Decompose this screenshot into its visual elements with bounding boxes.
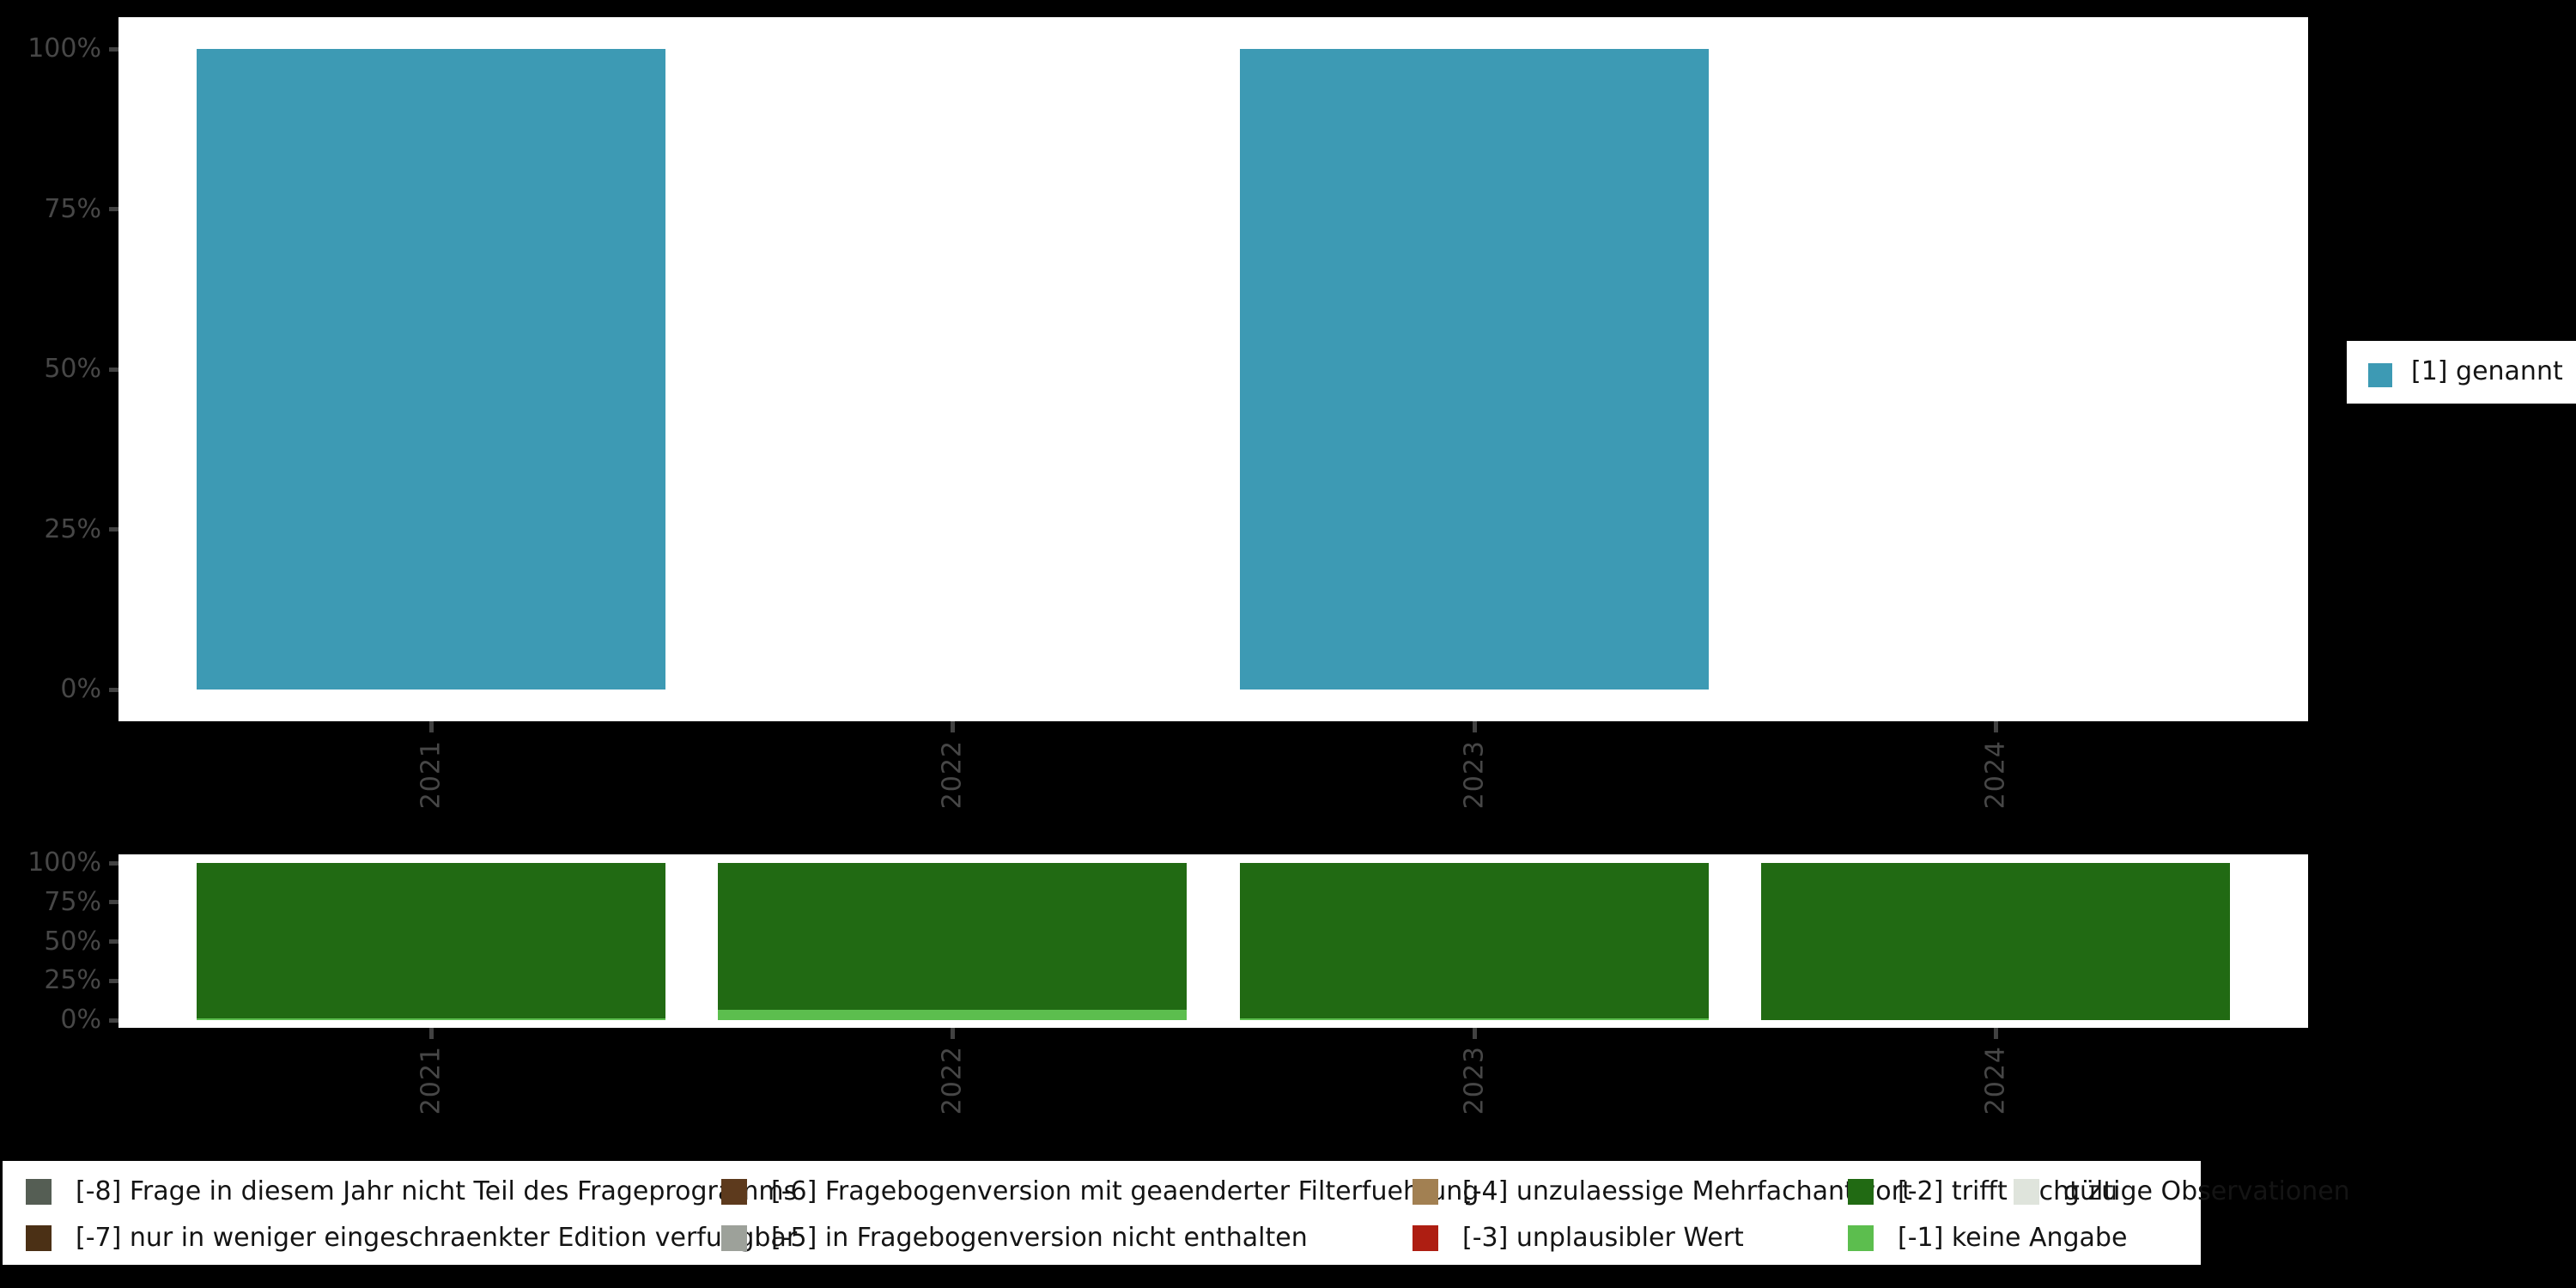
legend-key-icon [26, 1225, 52, 1251]
y-axis-label: 25% [44, 513, 101, 544]
bar-2021-segment [197, 1018, 665, 1020]
legend-item-label: [-4] unzulaessige Mehrfachantwort [1462, 1176, 1912, 1206]
legend-item-label: [-5] in Fragebogenversion nicht enthalte… [771, 1223, 1308, 1253]
y-axis-label: 100% [27, 33, 101, 64]
x-axis-tick [1472, 1028, 1477, 1039]
y-axis-label: 0% [60, 674, 101, 704]
x-axis-label-wrap: 2023 [1460, 1046, 1490, 1115]
legend-key-icon [26, 1179, 52, 1205]
x-axis-label-wrap: 2022 [938, 1046, 968, 1115]
legend-key-icon [721, 1179, 747, 1205]
legend-missing-values: [-8] Frage in diesem Jahr nicht Teil des… [3, 1161, 2350, 1265]
x-axis-label: 2024 [1980, 740, 2011, 810]
bar-2024-segment [1761, 863, 2230, 1020]
legend-key-icon [1848, 1225, 1874, 1251]
y-axis-tick [109, 900, 118, 905]
x-axis-label-wrap: 2021 [416, 1046, 447, 1115]
y-axis-tick [109, 860, 118, 866]
legend-item-label: [-8] Frage in diesem Jahr nicht Teil des… [76, 1176, 798, 1206]
x-axis-tick [950, 1028, 955, 1039]
legend-key-icon [721, 1225, 747, 1251]
y-axis-tick [109, 687, 118, 692]
y-axis-label: 100% [27, 848, 101, 878]
bar-2021-segment [197, 863, 665, 1019]
legend-item-label: [-2] trifft nicht zu [1898, 1176, 2118, 1206]
x-axis-label: 2022 [937, 740, 968, 810]
x-axis-tick [1993, 1028, 1998, 1039]
legend-item-label: gültige Observationen [2063, 1176, 2350, 1206]
legend-item-label: [-6] Fragebogenversion mit geaenderter F… [771, 1176, 1479, 1206]
legend-key-genannt-icon [2368, 363, 2392, 387]
x-axis-label-wrap: 2022 [938, 740, 968, 809]
y-axis-tick [109, 1018, 118, 1023]
x-axis-label: 2022 [937, 1046, 968, 1115]
legend-label-genannt: [1] genannt [2411, 356, 2563, 386]
legend-item-label: [-1] keine Angabe [1898, 1223, 2128, 1253]
y-axis-label: 75% [44, 886, 101, 917]
x-axis-label: 2021 [416, 740, 447, 810]
y-axis-label: 25% [44, 965, 101, 996]
y-axis-label: 50% [44, 354, 101, 384]
y-axis-tick [109, 207, 118, 211]
x-axis-label-wrap: 2024 [1981, 1046, 2011, 1115]
valid-values-panel [118, 17, 2308, 721]
missing-values-panel [118, 854, 2308, 1028]
x-axis-tick [428, 1028, 434, 1039]
y-axis-label: 50% [44, 926, 101, 957]
x-axis-label: 2023 [1459, 740, 1490, 810]
y-axis-label: 0% [60, 1005, 101, 1035]
legend-item-label: [-7] nur in weniger eingeschraenkter Edi… [76, 1223, 798, 1253]
bar-2022-segment [718, 1010, 1187, 1020]
bar-2023-segment [1240, 49, 1709, 690]
bar-2022-segment [718, 863, 1187, 1011]
x-axis-label: 2023 [1459, 1046, 1490, 1115]
legend-key-icon [1413, 1179, 1438, 1205]
x-axis-tick [1472, 721, 1477, 732]
legend-key-icon [2014, 1179, 2039, 1205]
y-axis-tick [109, 46, 118, 52]
y-axis-tick [109, 978, 118, 983]
x-axis-label: 2024 [1980, 1046, 2011, 1115]
y-axis-tick [109, 939, 118, 944]
y-axis-tick [109, 527, 118, 532]
y-axis-label: 75% [44, 193, 101, 224]
legend-key-icon [1848, 1179, 1874, 1205]
x-axis-label-wrap: 2023 [1460, 740, 1490, 809]
bar-2023-segment [1240, 1018, 1709, 1020]
legend-key-icon [1413, 1225, 1438, 1251]
x-axis-tick [428, 721, 434, 732]
legend-item-label: [-3] unplausibler Wert [1462, 1223, 1744, 1253]
x-axis-tick [950, 721, 955, 732]
legend-valid-values: [1] genannt [2347, 341, 2576, 404]
bar-2021-segment [197, 49, 665, 690]
x-axis-label: 2021 [416, 1046, 447, 1115]
bar-2023-segment [1240, 863, 1709, 1019]
x-axis-label-wrap: 2021 [416, 740, 447, 809]
y-axis-tick [109, 367, 118, 372]
x-axis-tick [1993, 721, 1998, 732]
x-axis-label-wrap: 2024 [1981, 740, 2011, 809]
